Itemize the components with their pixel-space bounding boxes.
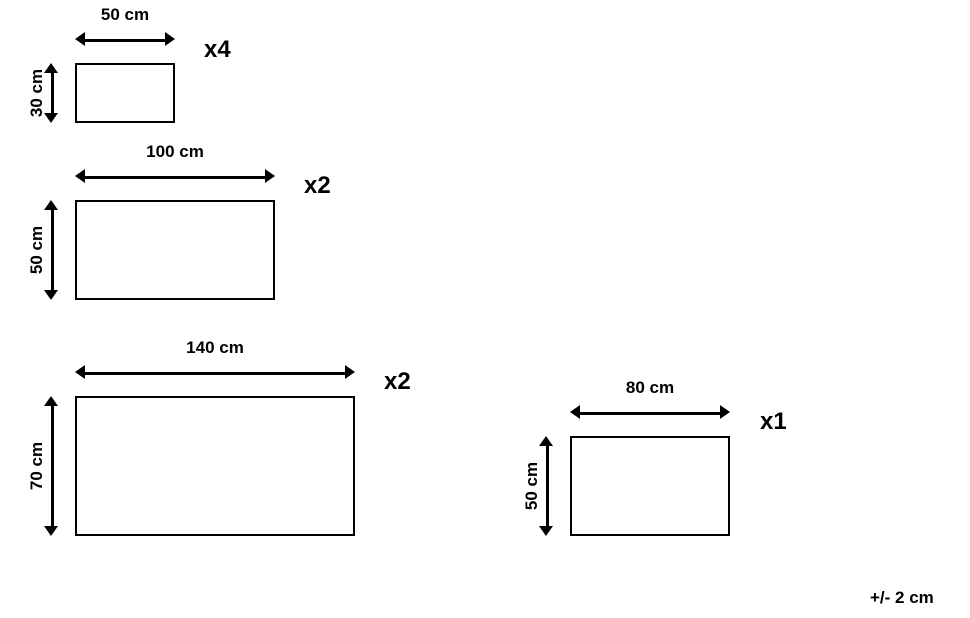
dimension-line	[82, 176, 268, 179]
dimension-line	[51, 403, 54, 529]
tolerance-label: +/- 2 cm	[870, 588, 934, 608]
size-rectangle	[570, 436, 730, 536]
arrowhead-left-icon	[75, 32, 85, 46]
size-rectangle	[75, 200, 275, 300]
arrowhead-down-icon	[44, 290, 58, 300]
size-rectangle	[75, 396, 355, 536]
width-label: 140 cm	[186, 338, 244, 358]
arrowhead-left-icon	[570, 405, 580, 419]
quantity-label: x2	[304, 172, 331, 200]
arrowhead-up-icon	[44, 396, 58, 406]
arrowhead-down-icon	[44, 526, 58, 536]
arrowhead-up-icon	[539, 436, 553, 446]
height-label: 70 cm	[27, 442, 47, 490]
arrowhead-left-icon	[75, 169, 85, 183]
arrowhead-right-icon	[265, 169, 275, 183]
height-label: 50 cm	[522, 462, 542, 510]
quantity-label: x1	[760, 408, 787, 436]
arrowhead-up-icon	[44, 200, 58, 210]
dimension-line	[82, 39, 168, 42]
width-label: 50 cm	[101, 5, 149, 25]
dimension-line	[82, 372, 348, 375]
arrowhead-right-icon	[345, 365, 355, 379]
dimension-line	[577, 412, 723, 415]
dimension-line	[51, 207, 54, 293]
arrowhead-left-icon	[75, 365, 85, 379]
size-rectangle	[75, 63, 175, 123]
dimension-line	[546, 443, 549, 529]
arrowhead-down-icon	[539, 526, 553, 536]
arrowhead-right-icon	[720, 405, 730, 419]
width-label: 100 cm	[146, 142, 204, 162]
diagram-stage: 50 cm 30 cm x4 100 cm 50 cm x2	[0, 0, 970, 618]
dimension-line	[51, 70, 54, 116]
quantity-label: x2	[384, 368, 411, 396]
height-label: 50 cm	[27, 226, 47, 274]
arrowhead-right-icon	[165, 32, 175, 46]
width-label: 80 cm	[626, 378, 674, 398]
quantity-label: x4	[204, 36, 231, 64]
height-label: 30 cm	[27, 69, 47, 117]
